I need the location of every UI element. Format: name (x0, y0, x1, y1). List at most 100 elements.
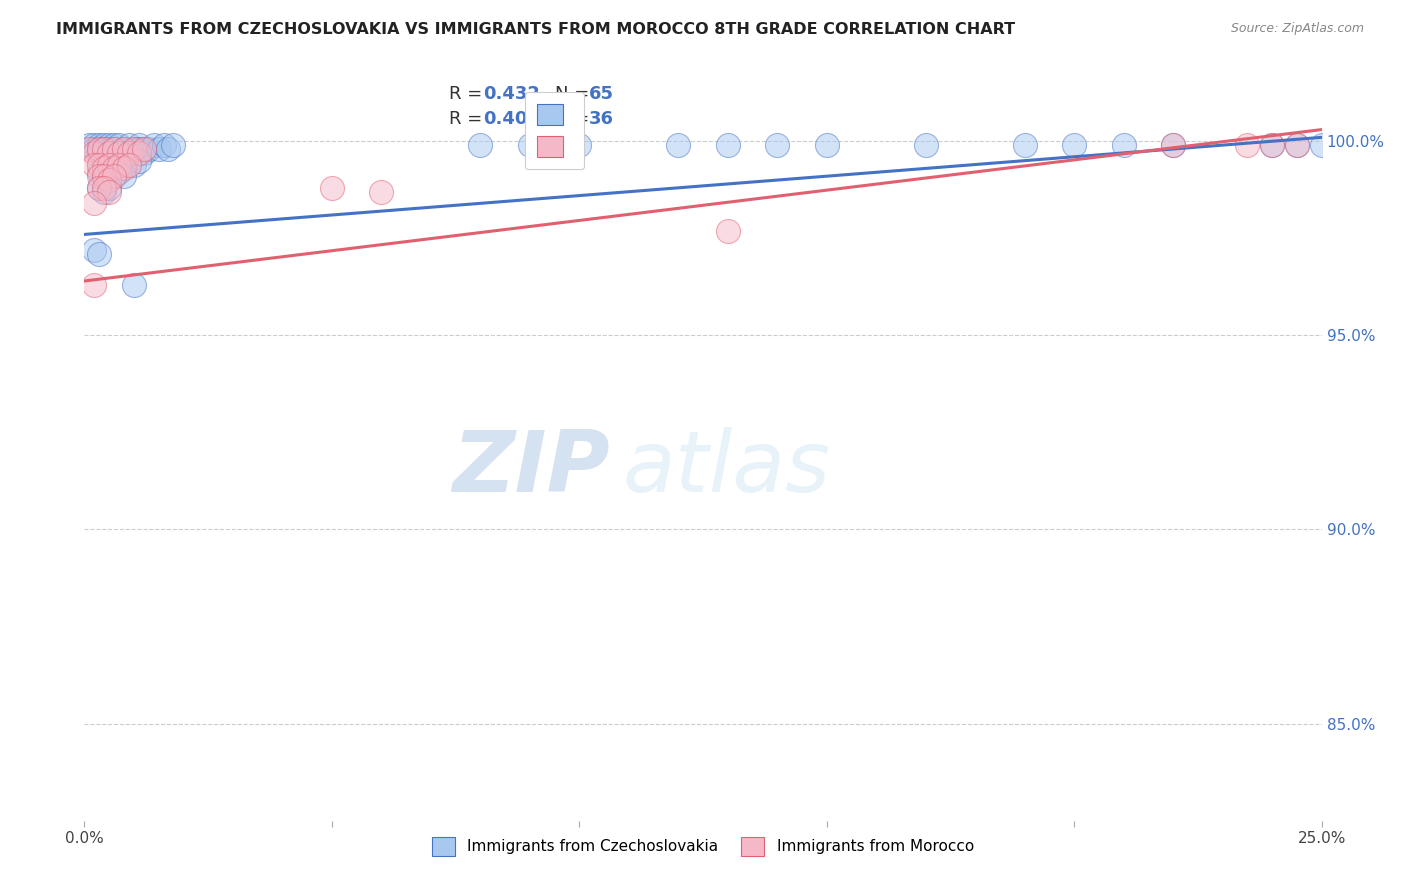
Point (1261, 138, 1284, 153)
Text: R =: R = (450, 85, 488, 103)
Point (103, 161, 125, 176)
Point (112, 169, 135, 184)
Point (1063, 138, 1085, 153)
Point (103, 157, 125, 171)
Point (93, 142, 115, 156)
Point (79, 142, 101, 156)
Text: R =: R = (450, 110, 488, 128)
Point (89, 157, 111, 171)
Point (98, 173, 121, 187)
Point (1285, 138, 1308, 153)
Point (370, 185, 392, 199)
Point (108, 145, 131, 160)
Point (89, 138, 111, 153)
Point (93, 185, 115, 199)
Point (108, 145, 131, 160)
Point (157, 142, 180, 156)
Text: IMMIGRANTS FROM CZECHOSLOVAKIA VS IMMIGRANTS FROM MOROCCO 8TH GRADE CORRELATION : IMMIGRANTS FROM CZECHOSLOVAKIA VS IMMIGR… (56, 22, 1015, 37)
Point (162, 138, 184, 153)
Point (93, 138, 115, 153)
Legend: Immigrants from Czechoslovakia, Immigrants from Morocco: Immigrants from Czechoslovakia, Immigran… (426, 830, 980, 862)
Text: 0.432: 0.432 (482, 85, 540, 103)
Point (1014, 138, 1036, 153)
Point (118, 157, 141, 171)
Point (108, 165, 131, 179)
Point (89, 145, 111, 160)
Point (108, 138, 131, 153)
Point (122, 277, 145, 292)
Point (108, 157, 131, 171)
Point (83, 243, 105, 257)
Point (98, 145, 121, 160)
Point (89, 181, 111, 195)
Point (1161, 138, 1184, 153)
Point (108, 153, 131, 168)
Text: N =: N = (554, 85, 595, 103)
Point (89, 169, 111, 184)
Point (93, 161, 115, 176)
Point (1161, 138, 1184, 153)
Point (83, 277, 105, 292)
Point (470, 138, 492, 153)
Point (93, 142, 115, 156)
Point (93, 169, 115, 184)
Point (89, 247, 111, 261)
Point (98, 138, 121, 153)
Point (89, 142, 111, 156)
Point (103, 142, 125, 156)
Point (118, 145, 141, 160)
Text: ZIP: ZIP (453, 427, 610, 510)
Point (815, 138, 838, 153)
Point (83, 196, 105, 211)
Point (717, 223, 740, 237)
Point (152, 138, 174, 153)
Point (112, 145, 135, 160)
Point (1112, 138, 1135, 153)
Point (103, 142, 125, 156)
Text: atlas: atlas (623, 427, 831, 510)
Point (83, 145, 105, 160)
Point (83, 157, 105, 171)
Point (89, 181, 111, 195)
Point (914, 138, 936, 153)
Point (1285, 138, 1308, 153)
Point (118, 138, 141, 153)
Point (321, 181, 343, 195)
Point (98, 157, 121, 171)
Point (118, 145, 141, 160)
Point (128, 145, 150, 160)
Point (83, 142, 105, 156)
Point (112, 161, 135, 176)
Text: N =: N = (554, 110, 595, 128)
Point (98, 185, 121, 199)
Point (98, 157, 121, 171)
Point (122, 157, 145, 171)
Point (103, 169, 125, 184)
Point (1236, 138, 1258, 153)
Point (128, 153, 150, 168)
Point (93, 181, 115, 195)
Point (93, 169, 115, 184)
Point (132, 145, 155, 160)
Point (1310, 138, 1333, 153)
Point (79, 138, 101, 153)
Point (118, 153, 141, 168)
Point (98, 142, 121, 156)
Point (103, 138, 125, 153)
Point (122, 142, 145, 156)
Point (89, 142, 111, 156)
Point (1261, 138, 1284, 153)
Point (128, 138, 150, 153)
Point (89, 165, 111, 179)
Point (103, 169, 125, 184)
Point (83, 138, 105, 153)
Point (568, 138, 591, 153)
Point (93, 153, 115, 168)
Point (98, 181, 121, 195)
Text: 65: 65 (589, 85, 614, 103)
Text: 36: 36 (589, 110, 614, 128)
Point (138, 142, 160, 156)
Point (98, 165, 121, 179)
Point (112, 157, 135, 171)
Point (98, 145, 121, 160)
